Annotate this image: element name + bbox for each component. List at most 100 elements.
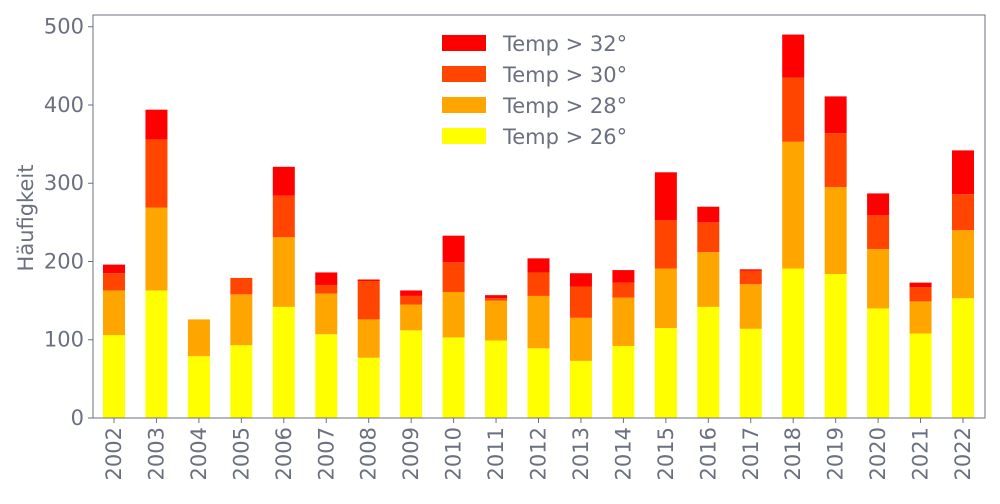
bar-2002-series-0 [103,335,125,418]
x-tick-label: 2002 [102,427,126,480]
bar-2017-series-1 [739,284,762,329]
x-tick-label: 2018 [781,427,805,480]
x-tick-label: 2005 [229,427,253,480]
bar-2010-series-1 [442,292,465,338]
legend-swatch [442,35,486,51]
bar-2018-series-1 [782,141,805,269]
bar-2003-series-0 [145,290,168,418]
x-tick-label: 2003 [144,427,168,480]
bar-2007-series-2 [315,284,338,294]
bar-2012-series-2 [527,272,550,296]
bar-2016-series-2 [697,222,720,253]
bar-2020-series-3 [867,193,890,216]
legend-label: Temp > 32° [502,32,627,56]
y-axis-label: Häufigkeit [14,165,38,272]
bar-2014-series-0 [612,346,635,418]
bar-2019-series-3 [824,96,847,134]
x-tick-label: 2020 [866,427,890,480]
bar-2021-series-1 [909,301,932,334]
bar-2017-series-2 [739,270,762,285]
x-tick-label: 2009 [399,427,423,480]
bar-2016-series-0 [697,306,720,418]
bar-2018-series-0 [782,268,805,418]
bar-2008-series-3 [357,279,380,282]
bar-2011-series-2 [485,298,508,301]
bar-2011-series-0 [485,340,508,418]
bar-2020-series-2 [867,215,890,249]
x-tick-label: 2013 [569,427,593,480]
bar-2003-series-1 [145,207,168,291]
bar-2013-series-2 [569,286,592,318]
bar-2010-series-0 [442,337,465,418]
bar-2006-series-0 [272,306,295,418]
x-axis: 2002 2003 2004 2005 2006 2007 2008 2009 2010 2011… [102,418,975,480]
bar-2008-series-1 [357,319,380,358]
x-tick-label: 2014 [611,427,635,480]
bar-2005-series-1 [230,294,253,346]
y-tick-label: 500 [44,15,84,39]
bar-2018-series-2 [782,77,805,142]
bar-2017-series-0 [739,328,762,418]
y-tick-label: 100 [44,328,84,352]
bar-2013-series-3 [569,273,592,287]
bar-2004-series-0 [187,356,210,418]
bar-2009-series-3 [400,290,423,296]
bar-2006-series-3 [272,166,295,196]
bar-2019-series-0 [824,274,847,418]
bar-2019-series-1 [824,187,847,275]
bar-2003-series-2 [145,139,168,208]
bar-2007-series-3 [315,272,338,285]
legend: Temp > 32° Temp > 30° Temp > 28° Temp > 26° [442,32,627,149]
legend-swatch [442,97,486,113]
bars-group [103,34,974,418]
bar-2003-series-3 [145,109,168,140]
y-tick-label: 300 [44,171,84,195]
bar-2008-series-0 [357,357,380,418]
x-tick-label: 2008 [357,427,381,480]
bar-2017-series-3 [739,269,762,271]
bar-2013-series-0 [569,360,592,418]
legend-label: Temp > 30° [502,63,627,87]
y-tick-label: 0 [71,406,84,430]
x-tick-label: 2010 [442,427,466,480]
x-tick-label: 2021 [909,427,933,480]
bar-2015-series-0 [654,328,677,418]
bar-2020-series-1 [867,248,890,309]
bar-2011-series-3 [485,295,508,299]
x-tick-label: 2016 [696,427,720,480]
bar-2014-series-2 [612,282,635,298]
x-tick-label: 2004 [187,427,211,480]
bar-2012-series-1 [527,295,550,349]
x-tick-label: 2022 [951,427,975,480]
bar-2012-series-0 [527,348,550,418]
bar-2021-series-0 [909,333,932,418]
bar-2021-series-2 [909,287,932,302]
legend-swatch [442,66,486,82]
bar-2020-series-0 [867,308,890,418]
x-tick-label: 2007 [314,427,338,480]
bar-2016-series-1 [697,252,720,307]
bar-2014-series-3 [612,270,635,283]
bar-2002-series-1 [103,290,125,336]
x-tick-label: 2006 [272,427,296,480]
bar-2004-series-1 [187,319,210,357]
bar-2022-series-0 [952,298,974,418]
bar-2009-series-0 [400,330,423,418]
bar-2002-series-2 [103,273,125,291]
bar-2015-series-1 [654,268,677,329]
x-tick-label: 2019 [824,427,848,480]
bar-2018-series-3 [782,34,805,78]
bar-2010-series-2 [442,262,465,293]
y-tick-label: 400 [44,93,84,117]
legend-swatch [442,128,486,144]
y-axis: 0 100 200 300 400 500 [44,15,93,430]
bar-2012-series-3 [527,258,550,273]
x-tick-label: 2015 [654,427,678,480]
bar-2019-series-2 [824,133,847,188]
bar-2006-series-2 [272,195,295,238]
x-tick-label: 2017 [739,427,763,480]
bar-2005-series-2 [230,277,253,295]
bar-2009-series-2 [400,295,423,305]
bar-2009-series-1 [400,304,423,331]
